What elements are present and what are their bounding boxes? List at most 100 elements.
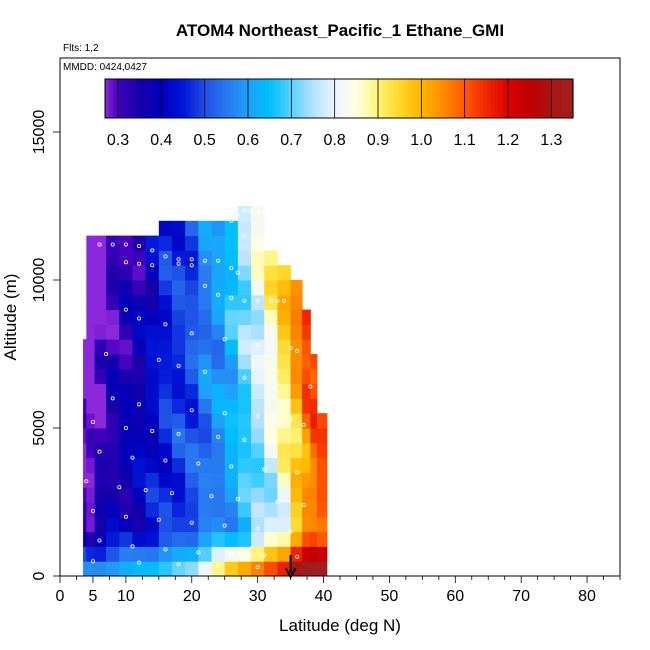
heatmap-cell bbox=[224, 250, 239, 266]
heatmap-cell bbox=[211, 265, 226, 281]
heatmap-cell bbox=[106, 516, 120, 533]
heatmap-cell bbox=[224, 502, 239, 518]
heatmap-cell bbox=[224, 294, 239, 311]
heatmap-cell bbox=[251, 383, 265, 399]
heatmap-cell bbox=[198, 235, 213, 251]
heatmap-cell bbox=[237, 383, 252, 399]
heatmap-cell bbox=[145, 531, 160, 547]
heatmap-cell bbox=[264, 339, 278, 355]
observation-point bbox=[216, 434, 221, 439]
heatmap-cell bbox=[237, 280, 252, 296]
heatmap-cell bbox=[94, 502, 107, 518]
heatmap-cell bbox=[106, 546, 120, 562]
heatmap-cell bbox=[237, 502, 252, 518]
observation-point bbox=[189, 257, 194, 262]
heatmap-cell bbox=[185, 309, 199, 325]
colorbar-swatch bbox=[471, 79, 477, 118]
heatmap-cell bbox=[158, 442, 173, 459]
observation-point bbox=[137, 243, 142, 248]
observation-point bbox=[90, 559, 95, 564]
heatmap-cell bbox=[94, 546, 107, 562]
observation-point bbox=[176, 562, 181, 567]
colorbar-swatch bbox=[303, 79, 309, 118]
colorbar-swatch bbox=[467, 79, 473, 118]
heatmap-cell bbox=[251, 457, 265, 473]
heatmap-cell bbox=[251, 502, 265, 518]
heatmap-cell bbox=[237, 339, 252, 355]
colorbar-swatch bbox=[522, 79, 527, 118]
heatmap-cell bbox=[237, 561, 252, 577]
heatmap-cell bbox=[290, 487, 303, 503]
colorbar-swatch bbox=[463, 79, 469, 118]
heatmap-cell bbox=[83, 516, 87, 533]
colorbar-swatch bbox=[194, 79, 200, 118]
arrow-head bbox=[284, 567, 297, 580]
heatmap-cell bbox=[106, 442, 120, 459]
heatmap-cell bbox=[185, 220, 199, 237]
heatmap-cell bbox=[158, 472, 173, 488]
heatmap-cell bbox=[119, 339, 133, 355]
heatmap-cell bbox=[251, 442, 265, 459]
observation-point bbox=[281, 298, 286, 303]
heatmap-cell bbox=[145, 516, 160, 533]
observation-point bbox=[189, 408, 194, 413]
heatmap-cell bbox=[302, 502, 311, 518]
heatmap-cell bbox=[251, 309, 265, 325]
observation-point bbox=[255, 565, 260, 570]
colorbar-swatch bbox=[264, 79, 270, 118]
heatmap-cell bbox=[119, 354, 133, 370]
colorbar-swatch bbox=[498, 79, 504, 118]
heatmap-cell bbox=[316, 516, 328, 533]
heatmap-cell bbox=[158, 280, 173, 296]
colorbar-swatch bbox=[206, 79, 211, 118]
heatmap-cell bbox=[264, 383, 278, 399]
colorbar-swatch bbox=[514, 79, 519, 118]
observation-point bbox=[242, 298, 247, 303]
observation-point bbox=[229, 218, 234, 223]
heatmap-cell bbox=[251, 220, 265, 237]
observation-point bbox=[222, 523, 227, 528]
heatmap-cell bbox=[185, 428, 199, 444]
colorbar-swatch bbox=[190, 79, 196, 118]
colorbar-swatch bbox=[225, 79, 231, 118]
heatmap-cell bbox=[145, 457, 160, 473]
flights-annotation: Flts: 1,2 bbox=[63, 43, 99, 54]
heatmap-cell bbox=[264, 309, 278, 325]
heatmap-cell bbox=[251, 428, 265, 444]
colorbar-swatch bbox=[530, 79, 535, 118]
heatmap-cell bbox=[290, 413, 303, 429]
observation-point bbox=[163, 322, 168, 327]
colorbar-tick-label: 1.0 bbox=[410, 132, 432, 149]
observation-point bbox=[90, 420, 95, 425]
heatmap-cell bbox=[310, 472, 318, 488]
heatmap-cell bbox=[185, 546, 199, 562]
heatmap-cell bbox=[264, 250, 278, 266]
observation-point bbox=[130, 455, 135, 460]
heatmap-cell bbox=[237, 265, 252, 281]
heatmap-cell bbox=[172, 309, 186, 325]
heatmap-cell bbox=[211, 294, 226, 311]
heatmap-cell bbox=[145, 265, 160, 281]
heatmap-cell bbox=[290, 398, 303, 414]
colorbar-swatch bbox=[350, 79, 356, 118]
colorbar-swatch bbox=[374, 79, 379, 118]
heatmap-cell bbox=[132, 383, 147, 399]
heatmap-cell bbox=[119, 294, 133, 311]
heatmap-cell bbox=[119, 383, 133, 399]
heatmap-cell bbox=[237, 354, 252, 370]
heatmap-cell bbox=[94, 368, 107, 385]
observation-point bbox=[242, 437, 247, 442]
heatmap-cell bbox=[316, 457, 328, 473]
heatmap-cell bbox=[172, 457, 186, 473]
heatmap-cell bbox=[185, 472, 199, 488]
heatmap-cell bbox=[251, 487, 265, 503]
heatmap-cell bbox=[237, 250, 252, 266]
heatmap-cell bbox=[132, 354, 147, 370]
heatmap-cell bbox=[211, 487, 226, 503]
heatmap-cell bbox=[316, 546, 328, 562]
colorbar-swatch bbox=[385, 79, 391, 118]
heatmap-cell bbox=[264, 265, 278, 281]
heatmap-cell bbox=[264, 502, 278, 518]
heatmap-cell bbox=[198, 428, 213, 444]
observation-point bbox=[216, 292, 221, 297]
